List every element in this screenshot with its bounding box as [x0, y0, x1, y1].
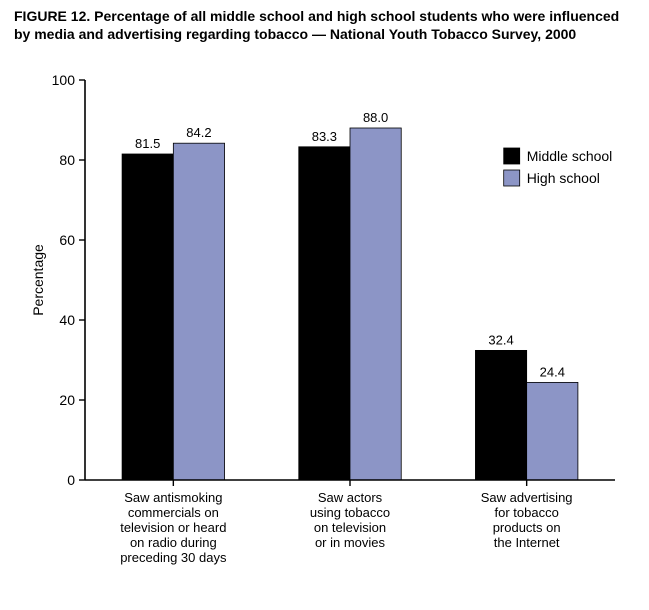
category-label: the Internet: [494, 535, 560, 550]
category-label: Saw actors: [318, 490, 383, 505]
bar-value-label: 24.4: [540, 364, 565, 379]
bar-value-label: 84.2: [186, 125, 211, 140]
figure-title: FIGURE 12. Percentage of all middle scho…: [0, 0, 649, 43]
bar-value-label: 32.4: [488, 332, 513, 347]
bar: [299, 147, 350, 480]
legend-label: High school: [527, 170, 600, 186]
category-label: television or heard: [120, 520, 226, 535]
category-label: on television: [314, 520, 386, 535]
category-label: or in movies: [315, 535, 386, 550]
bar: [350, 128, 401, 480]
legend-swatch: [504, 170, 520, 186]
legend-label: Middle school: [527, 148, 613, 164]
category-label: commercials on: [128, 505, 219, 520]
category-label: Saw advertising: [481, 490, 573, 505]
y-tick-label: 60: [59, 232, 75, 248]
y-tick-label: 0: [67, 472, 75, 488]
category-label: using tobacco: [310, 505, 390, 520]
category-label: on radio during: [130, 535, 217, 550]
category-label: for tobacco: [495, 505, 559, 520]
bar: [122, 154, 173, 480]
bar-value-label: 88.0: [363, 110, 388, 125]
y-tick-label: 100: [52, 72, 76, 88]
category-label: products on: [493, 520, 561, 535]
category-label: Saw antismoking: [124, 490, 222, 505]
bar: [173, 143, 224, 480]
category-label: preceding 30 days: [120, 550, 227, 565]
bar-value-label: 83.3: [312, 129, 337, 144]
legend-swatch: [504, 148, 520, 164]
y-axis-label: Percentage: [30, 244, 46, 316]
y-tick-label: 40: [59, 312, 75, 328]
bar-chart: 0 20 40 60 80 100 Percentage 81.5 84.2 Saw antism…: [30, 70, 630, 590]
chart-container: 0 20 40 60 80 100 Percentage 81.5 84.2 Saw antism…: [30, 70, 630, 600]
y-tick-label: 20: [59, 392, 75, 408]
bar: [527, 382, 578, 480]
bar: [475, 350, 526, 480]
bar-value-label: 81.5: [135, 136, 160, 151]
y-tick-label: 80: [59, 152, 75, 168]
